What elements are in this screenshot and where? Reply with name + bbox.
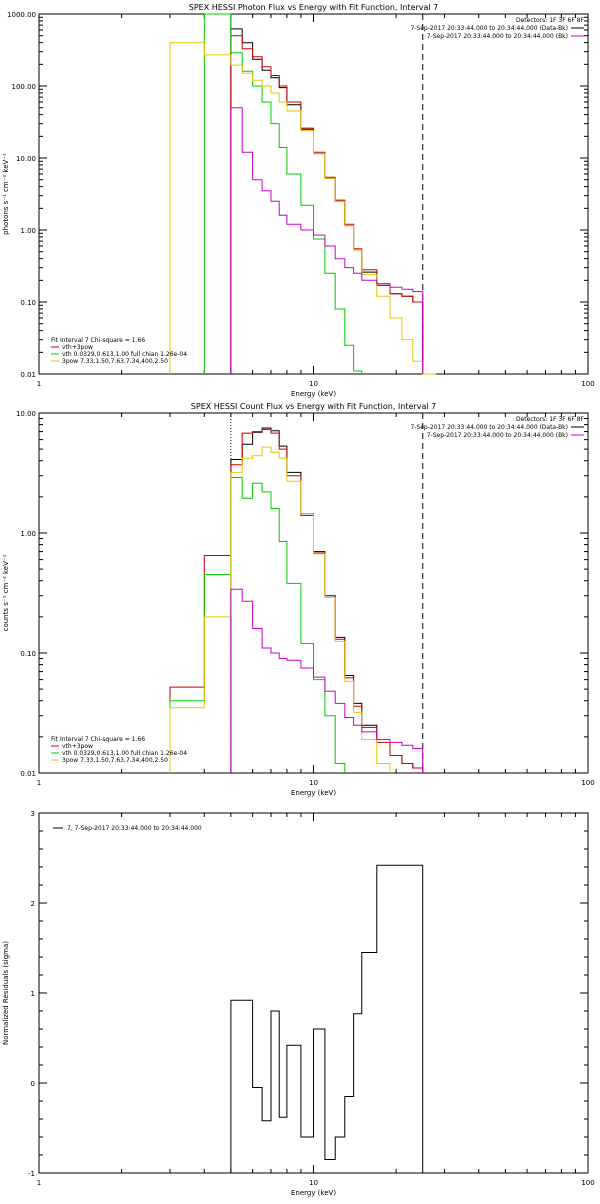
series-background-step-line (230, 107, 424, 374)
series-layer (230, 864, 424, 1173)
y-tick-label: 1.00 (20, 227, 36, 235)
x-tick-label: 10 (309, 1179, 318, 1187)
detectors-label: Detectors: 1F 3F 6F 8F (516, 17, 585, 24)
x-tick-label: 100 (581, 380, 594, 388)
series-vth-step-line (169, 477, 346, 773)
series-vth-step-line (203, 13, 363, 374)
series-total-step-line (230, 427, 424, 773)
time-range-bk-label: 7-Sep-2017 20:33:44.000 to 20:34:44.000 … (427, 432, 568, 439)
fit-interval-label: Fit Interval 7 Chi-square = 1.66 (51, 337, 145, 344)
fit-interval-label: Fit Interval 7 Chi-square = 1.66 (51, 736, 145, 743)
legend-entry: 3pow 7.33,1.50,7.63,7.34,400,2.50 (62, 358, 168, 365)
series-3pow-step-line (169, 446, 391, 773)
y-tick-label: 0.10 (20, 299, 36, 307)
x-tick-label: 1 (37, 779, 41, 787)
series-layer (169, 13, 437, 375)
y-axis-label: counts s⁻¹ cm⁻² keV⁻¹ (2, 554, 10, 631)
series-residual-step-line (230, 864, 424, 1173)
y-tick-label: 0.01 (20, 371, 36, 379)
series-background-step-line (230, 588, 424, 773)
chart-panel-3: 1 10 100 -1 0 1 2 3 Energy (keV) Normalized Resid… (2, 810, 595, 1197)
y-tick-label: 0.10 (20, 650, 36, 658)
y-tick-label: 1 (31, 990, 35, 998)
y-tick-label: -1 (28, 1170, 35, 1178)
y-tick-label: 0.01 (20, 770, 36, 778)
series-3pow-step-line (169, 42, 437, 375)
chart-title: SPEX HESSI Count Flux vs Energy with Fit… (191, 402, 436, 411)
legend-entry: vth 0.0329,0.613,1.00 full chian 1.26e-0… (62, 351, 187, 358)
plot-frame (38, 13, 589, 375)
x-tick-label: 10 (309, 380, 318, 388)
legend-entry: vth 0.0329,0.613,1.00 full chian 1.26e-0… (62, 750, 187, 757)
x-tick-label: 1 (37, 380, 41, 388)
legend-entry: vth+3pow (62, 743, 93, 750)
time-range-data-label: 7-Sep-2017 20:33:44.000 to 20:34:44.000 … (410, 424, 568, 431)
y-tick-label: 3 (31, 810, 35, 818)
legend-entry: 3pow 7.33,1.50,7.63,7.34,400,2.50 (62, 757, 168, 764)
time-range-bk-label: 7-Sep-2017 20:33:44.000 to 20:34:44.000 … (427, 33, 568, 40)
x-tick-label: 10 (309, 779, 318, 787)
x-tick-label: 100 (581, 1179, 594, 1187)
legend-entry: 7, 7-Sep-2017 20:33:44.000 to 20:34:44.0… (67, 825, 202, 832)
chart-title: SPEX HESSI Photon Flux vs Energy with Fi… (189, 3, 439, 12)
detectors-label: Detectors: 1F 3F 6F 8F (516, 416, 585, 423)
y-tick-label: 100.00 (12, 83, 37, 91)
chart-panel-2: 1 10 100 0.01 0.10 1.00 10.00 SPEX HESSI Count … (2, 402, 595, 797)
y-tick-label: 10.00 (16, 155, 36, 163)
y-axis-label: photons s⁻¹ cm⁻² keV⁻¹ (2, 153, 10, 235)
x-axis-label: Energy (keV) (291, 390, 336, 398)
y-tick-label: 1000.00 (7, 11, 36, 19)
x-axis-label: Energy (keV) (291, 789, 336, 797)
x-tick-label: 1 (37, 1179, 41, 1187)
y-tick-label: 10.00 (16, 410, 36, 418)
chart-panel-1: 1 10 100 0.01 0.10 1.00 10.00 100.00 1000.00 SPEX… (2, 3, 595, 398)
y-tick-label: 0 (31, 1080, 35, 1088)
y-tick-label: 2 (31, 900, 35, 908)
y-axis-label: Normalized Residuals (sigma) (2, 941, 10, 1045)
x-tick-label: 100 (581, 779, 594, 787)
y-tick-label: 1.00 (20, 530, 36, 538)
time-range-data-label: 7-Sep-2017 20:33:44.000 to 20:34:44.000 … (410, 25, 568, 32)
legend-entry: vth+3pow (62, 344, 93, 351)
plot-frame (38, 412, 589, 774)
x-axis-label: Energy (keV) (291, 1189, 336, 1197)
series-layer (169, 427, 424, 773)
